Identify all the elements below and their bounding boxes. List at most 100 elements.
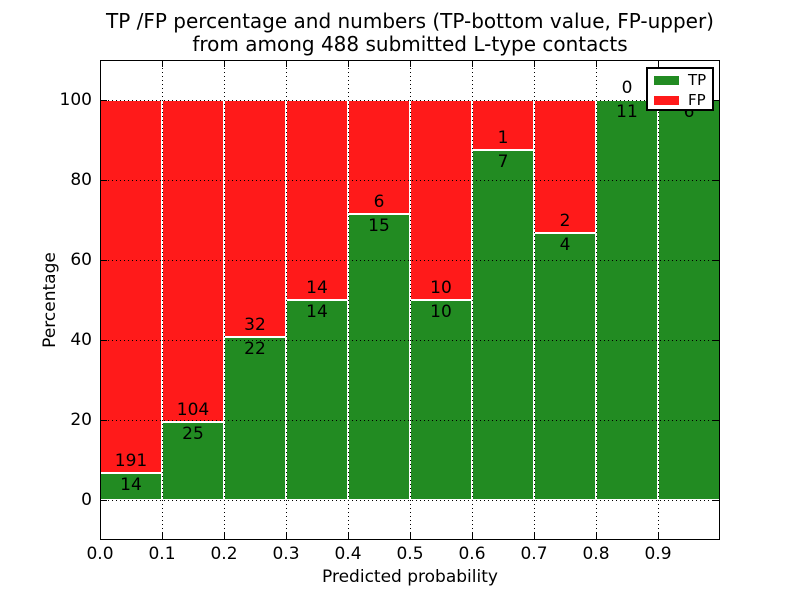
x-tick-mark: [719, 533, 720, 539]
x-tick-mark: [285, 61, 287, 67]
tp-count-label: 15: [368, 216, 390, 237]
tp-count-label: 7: [497, 152, 509, 172]
x-gridline: [223, 60, 225, 540]
x-axis-label: Predicted probability: [322, 567, 498, 587]
tp-bar-segment: [224, 337, 286, 500]
x-gridline: [347, 60, 349, 540]
x-tick-label: 0.1: [148, 544, 176, 564]
x-tick-mark: [223, 533, 225, 539]
fp-count-label: 0: [621, 78, 633, 98]
tp-count-label: 14: [120, 474, 142, 495]
x-tick-label: 0.0: [86, 544, 114, 564]
fp-count-label: 191: [114, 450, 148, 471]
chart-title: TP /FP percentage and numbers (TP-bottom…: [100, 10, 720, 56]
x-gridline: [161, 60, 163, 540]
x-tick-mark: [657, 61, 659, 67]
x-tick-mark: [471, 61, 473, 67]
tp-count-label: 25: [182, 424, 204, 445]
x-tick-label: 0.2: [210, 544, 238, 564]
x-tick-label: 0.5: [396, 544, 424, 564]
legend-entry-label: FP: [688, 91, 706, 109]
x-tick-mark: [223, 61, 225, 67]
y-tick-label: 60: [70, 250, 92, 270]
x-tick-mark: [161, 533, 163, 539]
tp-count-label: 11: [616, 102, 638, 122]
y-tick-mark: [713, 179, 719, 181]
y-tick-mark: [713, 259, 719, 261]
y-tick-label: 20: [70, 410, 92, 430]
x-tick-mark: [409, 61, 411, 67]
x-tick-mark: [409, 533, 411, 539]
x-tick-mark: [719, 61, 720, 67]
tp-bar-segment: [348, 214, 410, 500]
x-gridline: [471, 60, 473, 540]
chart-title-line1: TP /FP percentage and numbers (TP-bottom…: [106, 9, 714, 33]
plot-area: 1911410425322214146151010172401106: [100, 60, 720, 540]
x-tick-mark: [533, 533, 535, 539]
fp-bar-segment: [162, 100, 224, 423]
fp-bar-segment: [472, 100, 534, 150]
x-tick-mark: [595, 61, 597, 67]
x-tick-mark: [161, 61, 163, 67]
tp-bar-segment: [658, 100, 720, 500]
fp-count-label: 1: [497, 128, 509, 148]
y-tick-mark: [713, 339, 719, 341]
y-tick-label: 80: [70, 170, 92, 190]
tp-count-label: 22: [244, 339, 266, 360]
tp-bar-segment: [472, 150, 534, 500]
y-tick-mark: [101, 99, 107, 101]
fp-count-label: 14: [306, 278, 328, 298]
x-tick-mark: [595, 533, 597, 539]
y-tick-mark: [101, 179, 107, 181]
x-gridline: [595, 60, 597, 540]
x-tick-mark: [347, 61, 349, 67]
x-tick-mark: [471, 533, 473, 539]
tp-bar-segment: [534, 233, 596, 500]
x-tick-label: 0.4: [334, 544, 362, 564]
fp-count-label: 10: [430, 278, 452, 298]
y-tick-mark: [101, 339, 107, 341]
x-tick-mark: [285, 533, 287, 539]
x-tick-mark: [100, 533, 101, 539]
y-tick-mark: [713, 499, 719, 501]
legend-entry: FP: [648, 91, 712, 111]
legend-entry: TP: [648, 71, 712, 91]
y-tick-label: 40: [70, 330, 92, 350]
fp-bar-segment: [534, 100, 596, 234]
tp-count-label: 14: [306, 302, 328, 322]
x-tick-label: 0.7: [520, 544, 548, 564]
y-tick-mark: [101, 259, 107, 261]
x-gridline: [409, 60, 411, 540]
legend: TP FP: [646, 67, 714, 111]
fp-count-label: 104: [176, 400, 210, 421]
x-tick-label: 0.3: [272, 544, 300, 564]
tp-count-label: 6: [683, 102, 695, 122]
y-tick-mark: [101, 499, 107, 501]
x-tick-mark: [533, 61, 535, 67]
x-tick-mark: [657, 533, 659, 539]
x-tick-label: 0.9: [644, 544, 672, 564]
chart-title-line2: from among 488 submitted L-type contacts: [192, 32, 628, 56]
x-gridline: [657, 60, 659, 540]
tp-swatch-icon: [654, 76, 679, 85]
fp-swatch-icon: [654, 96, 679, 105]
fp-bar-segment: [224, 100, 286, 338]
fp-count-label: 32: [244, 315, 266, 336]
fp-count-label: 6: [373, 192, 385, 213]
y-tick-label: 0: [81, 490, 92, 510]
legend-entry-label: TP: [688, 71, 707, 89]
x-tick-mark: [100, 61, 101, 67]
tp-count-label: 10: [430, 302, 452, 322]
y-tick-mark: [713, 99, 719, 101]
fp-bar-segment: [348, 100, 410, 215]
tp-bar-segment: [286, 300, 348, 500]
tp-bar-segment: [596, 100, 658, 500]
x-gridline: [533, 60, 535, 540]
y-tick-label: 100: [59, 90, 92, 110]
tp-count-label: 4: [559, 235, 571, 256]
tp-bar-segment: [410, 300, 472, 500]
x-tick-mark: [347, 533, 349, 539]
fp-count-label: 2: [559, 211, 571, 232]
y-tick-mark: [101, 419, 107, 421]
